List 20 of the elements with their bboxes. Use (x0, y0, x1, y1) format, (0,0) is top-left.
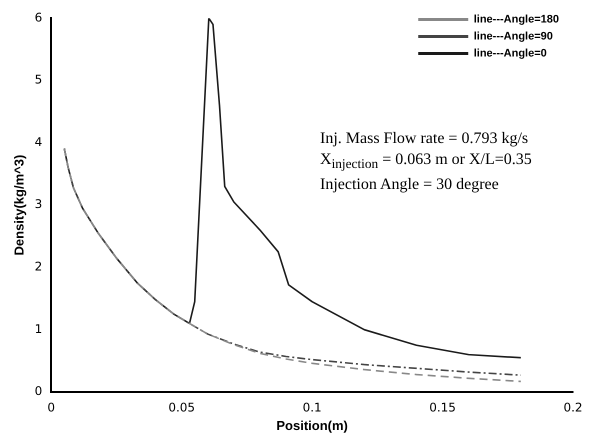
legend-label: line---Angle=90 (474, 30, 553, 43)
y-tick-label: 4 (34, 134, 42, 149)
x-tick-label: 0.1 (302, 400, 322, 414)
x-axis-title: Position(m) (276, 418, 348, 433)
y-tick-label: 2 (34, 260, 42, 274)
legend-label: line---Angle=180 (474, 14, 560, 26)
annotation: Inj. Mass Flow rate = 0.793 kg/s (320, 129, 530, 149)
y-tick-label: 3 (34, 197, 42, 212)
x-tick-label: 0 (47, 400, 56, 414)
y-axis-title: Density(kg/m^3) (11, 154, 26, 256)
x-tick-label: 0.05 (168, 400, 196, 414)
annotation: X$_{injection}$ = 0.063 m or X/L=0.35 (320, 150, 532, 174)
legend-label: line---Angle=0 (474, 48, 547, 60)
annotation: Injection Angle = 30 degree (320, 175, 500, 196)
x-tick-label: 0.15 (429, 400, 456, 414)
y-tick-label: 6 (34, 10, 42, 24)
x-tick-label: 0.2 (563, 400, 583, 414)
y-tick-label: 5 (34, 72, 42, 87)
y-tick-label: 0 (34, 384, 42, 398)
y-tick-label: 1 (34, 322, 42, 336)
